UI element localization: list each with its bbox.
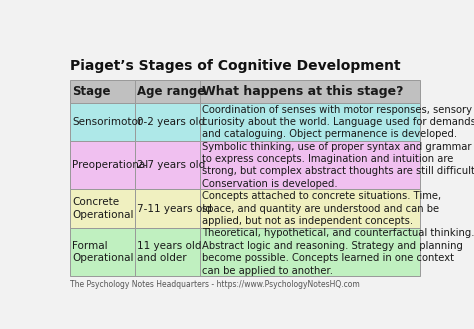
Text: The Psychology Notes Headquarters - https://www.PsychologyNotesHQ.com: The Psychology Notes Headquarters - http… [70, 281, 360, 290]
FancyBboxPatch shape [200, 228, 420, 276]
FancyBboxPatch shape [70, 80, 135, 103]
FancyBboxPatch shape [70, 141, 135, 189]
Text: 2-7 years old: 2-7 years old [137, 160, 205, 170]
Text: 0-2 years old: 0-2 years old [137, 117, 205, 127]
FancyBboxPatch shape [200, 189, 420, 228]
Text: Coordination of senses with motor responses, sensory
curiosity about the world. : Coordination of senses with motor respon… [201, 105, 474, 139]
FancyBboxPatch shape [135, 80, 200, 103]
FancyBboxPatch shape [135, 103, 200, 141]
Text: Concrete
Operational: Concrete Operational [72, 197, 134, 220]
FancyBboxPatch shape [200, 80, 420, 103]
FancyBboxPatch shape [200, 141, 420, 189]
FancyBboxPatch shape [135, 228, 200, 276]
FancyBboxPatch shape [70, 103, 135, 141]
Text: 11 years old
and older: 11 years old and older [137, 241, 201, 263]
Text: Age range: Age range [137, 85, 205, 98]
FancyBboxPatch shape [70, 228, 135, 276]
Text: Formal
Operational: Formal Operational [72, 241, 134, 263]
FancyBboxPatch shape [200, 103, 420, 141]
FancyBboxPatch shape [135, 189, 200, 228]
Text: Piaget’s Stages of Cognitive Development: Piaget’s Stages of Cognitive Development [70, 59, 401, 73]
Text: 7-11 years old: 7-11 years old [137, 204, 212, 214]
FancyBboxPatch shape [70, 189, 135, 228]
Text: Symbolic thinking, use of proper syntax and grammar
to express concepts. Imagina: Symbolic thinking, use of proper syntax … [201, 142, 474, 189]
Text: Sensorimotor: Sensorimotor [72, 117, 142, 127]
Text: Concepts attached to concrete situations. Time,
space, and quantity are understo: Concepts attached to concrete situations… [201, 191, 441, 226]
Text: What happens at this stage?: What happens at this stage? [201, 85, 403, 98]
FancyBboxPatch shape [135, 141, 200, 189]
Text: Stage: Stage [72, 85, 110, 98]
Text: Preoperational: Preoperational [72, 160, 148, 170]
Text: Theoretical, hypothetical, and counterfactual thinking.
Abstract logic and reaso: Theoretical, hypothetical, and counterfa… [201, 228, 474, 275]
